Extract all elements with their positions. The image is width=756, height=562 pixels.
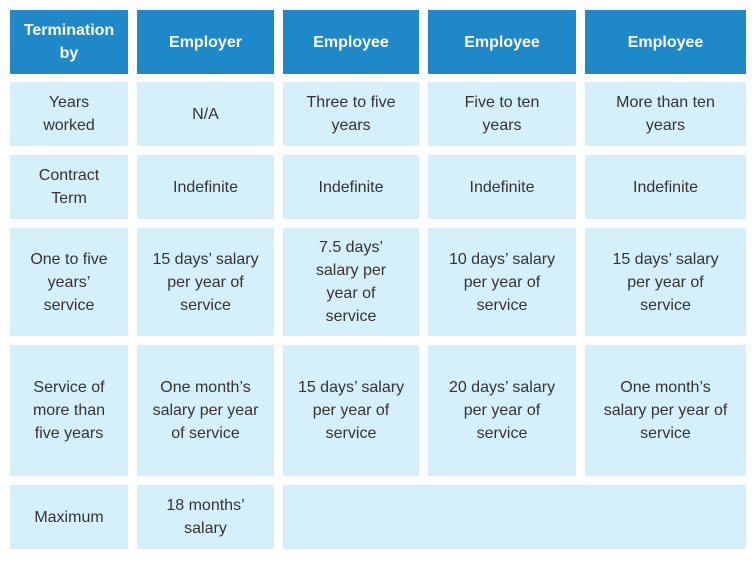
row-contract-term-employer: Indefinite bbox=[137, 155, 274, 219]
header-termination-by: Termination by bbox=[10, 10, 128, 74]
row-one-to-five-employee-2: 10 days’ salary per year of service bbox=[428, 228, 576, 336]
row-one-to-five-employer: 15 days’ salary per year of service bbox=[137, 228, 274, 336]
row-maximum-label: Maximum bbox=[10, 485, 128, 549]
row-years-worked-employee-2: Five to ten years bbox=[428, 82, 576, 146]
header-employee-2: Employee bbox=[428, 10, 576, 74]
row-one-to-five-employee-3: 15 days’ salary per year of service bbox=[585, 228, 746, 336]
row-more-than-five-employee-1: 15 days’ salary per year of service bbox=[283, 345, 419, 476]
row-contract-term-employee-3: Indefinite bbox=[585, 155, 746, 219]
row-years-worked-employer: N/A bbox=[137, 82, 274, 146]
row-contract-term-employee-1: Indefinite bbox=[283, 155, 419, 219]
row-more-than-five-employee-3: One month’s salary per year of service bbox=[585, 345, 746, 476]
row-more-than-five-employee-2: 20 days’ salary per year of service bbox=[428, 345, 576, 476]
header-employee-3: Employee bbox=[585, 10, 746, 74]
row-years-worked-employee-3: More than ten years bbox=[585, 82, 746, 146]
row-maximum-empty-merged bbox=[283, 485, 746, 549]
row-contract-term-employee-2: Indefinite bbox=[428, 155, 576, 219]
row-one-to-five-employee-1: 7.5 days’ salary per year of service bbox=[283, 228, 419, 336]
row-years-worked-employee-1: Three to five years bbox=[283, 82, 419, 146]
header-employee-1: Employee bbox=[283, 10, 419, 74]
row-contract-term-label: Contract Term bbox=[10, 155, 128, 219]
row-more-than-five-employer: One month’s salary per year of service bbox=[137, 345, 274, 476]
row-maximum-employer: 18 months’ salary bbox=[137, 485, 274, 549]
row-years-worked-label: Years worked bbox=[10, 82, 128, 146]
row-more-than-five-label: Service of more than five years bbox=[10, 345, 128, 476]
row-one-to-five-label: One to five years’ service bbox=[10, 228, 128, 336]
header-employer: Employer bbox=[137, 10, 274, 74]
